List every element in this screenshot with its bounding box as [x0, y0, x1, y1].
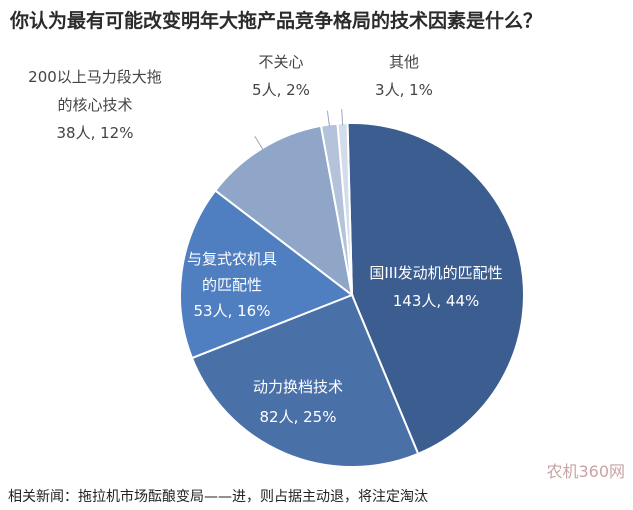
slice-value-3: 38人, 12% — [57, 124, 134, 142]
slice-label-1: 动力换档技术 — [253, 378, 343, 396]
pie-slice-2 — [179, 189, 355, 360]
pie-slice-0 — [346, 122, 525, 456]
leader-line-5 — [341, 109, 344, 126]
slice-label-4: 不关心 — [258, 53, 303, 71]
leader-line-3 — [254, 136, 264, 151]
chart-title: 你认为最有可能改变明年大拖产品竞争格局的技术因素是什么？ — [10, 10, 543, 32]
slice-label-3: 200以上马力段大拖 — [28, 68, 162, 86]
slice-value-1: 82人, 25% — [260, 408, 337, 426]
leader-line-4 — [326, 110, 330, 127]
watermark-text: 农机360网 — [546, 462, 625, 481]
slice-value-4: 5人, 2% — [252, 81, 310, 99]
slice-label-2: 的匹配性 — [202, 276, 262, 294]
slice-label-2: 与复式农机具 — [187, 250, 277, 268]
slice-value-0: 143人, 44% — [393, 292, 480, 310]
related-news-link[interactable]: 相关新闻：拖拉机市场酝酿变局——进，则占据主动退，将注定淘汰 — [8, 489, 428, 505]
slice-label-0: 国III发动机的匹配性 — [369, 264, 502, 282]
slice-value-2: 53人, 16% — [194, 302, 271, 320]
slice-value-5: 3人, 1% — [375, 81, 433, 99]
slice-label-5: 其他 — [389, 53, 419, 71]
pie-slice-1 — [190, 293, 420, 468]
pie-labels: 国III发动机的匹配性 143人, 44% 动力换档技术 82人, 25% 与复式农机具… — [28, 53, 502, 426]
pie-slices — [179, 122, 525, 468]
slice-label-3: 的核心技术 — [57, 96, 132, 114]
